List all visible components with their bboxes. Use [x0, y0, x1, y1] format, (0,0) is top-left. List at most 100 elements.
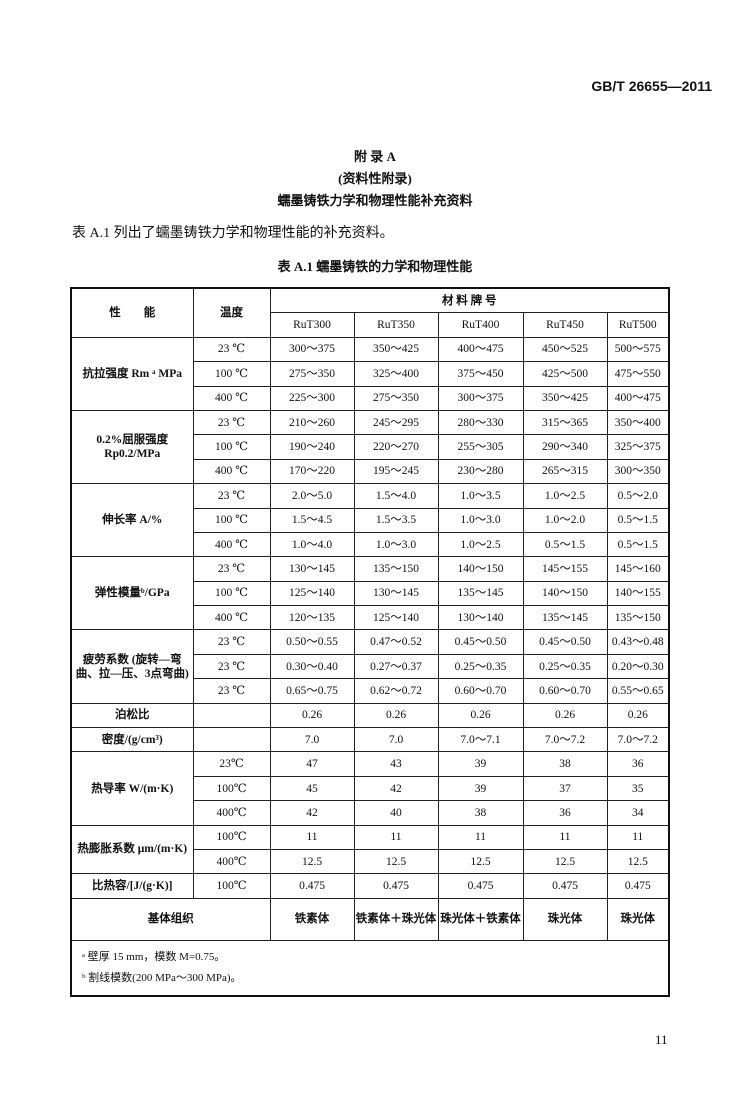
footnote: ᵃ 壁厚 15 mm，模数 M=0.75。 [82, 950, 226, 963]
temperature-cell: 100℃ [192, 873, 271, 899]
intro-text: 表 A.1 列出了蠕墨铸铁力学和物理性能的补充资料。 [72, 226, 394, 241]
value-cell: 39 [437, 751, 524, 777]
value-cell: 34 [606, 800, 670, 826]
grade-header: RuT400 [437, 312, 524, 338]
table-row: 泊松比 0.26 0.26 0.26 0.26 0.26 [70, 702, 670, 729]
value-cell: 0.475 [353, 873, 439, 899]
value-cell: 275～350 [353, 385, 439, 411]
value-cell: 425～500 [522, 361, 608, 387]
value-cell: 400～475 [437, 336, 524, 363]
table-caption: 表 A.1 蠕墨铸铁的力学和物理性能 [277, 259, 473, 274]
annex-title: 附 录 A [354, 149, 396, 164]
grade-header: RuT450 [522, 312, 608, 338]
value-cell: 135～150 [353, 556, 439, 582]
value-cell: 210～260 [269, 409, 355, 436]
value-cell: 12.5 [522, 848, 608, 875]
value-cell: 12.5 [437, 848, 524, 875]
matrix-label: 基体组织 [70, 897, 271, 941]
value-cell: 275～350 [269, 361, 355, 387]
standard-number: GB/T 26655—2011 [591, 78, 712, 94]
value-cell: 0.65～0.75 [269, 678, 355, 704]
value-cell: 36 [606, 751, 670, 777]
value-cell: 1.0～3.0 [437, 507, 524, 533]
value-cell: 325～375 [606, 434, 670, 460]
value-cell: 12.5 [269, 848, 355, 875]
table-row: 密度/(g/cm³) 7.0 7.0 7.0～7.1 7.0～7.2 7.0～7.2 [70, 727, 670, 753]
properties-table: 性 能 温度 材 料 牌 号 RuT300 RuT350 RuT400 RuT450 R… [70, 287, 670, 997]
property-cell: 抗拉强度 Rm ᵃ MPa [70, 336, 194, 411]
value-cell: 265～315 [522, 458, 608, 485]
temperature-cell: 23 ℃ [192, 629, 271, 655]
value-cell: 145～160 [606, 556, 670, 582]
temperature-cell [192, 727, 271, 753]
value-cell: 40 [353, 800, 439, 826]
value-cell: 0.5～1.5 [522, 531, 608, 558]
table-row: 400℃ 12.5 12.5 12.5 12.5 12.5 [71, 848, 670, 875]
value-cell: 350～425 [522, 385, 608, 411]
property-cell: 0.2%屈服强度 Rp0.2/MPa [70, 409, 194, 485]
value-cell: 135～145 [437, 580, 524, 607]
value-cell: 0.475 [522, 873, 608, 899]
value-cell: 450～525 [522, 336, 608, 363]
value-cell: 130～145 [353, 580, 439, 607]
annex-type: (资料性附录) [338, 171, 412, 186]
value-cell: 1.5～4.0 [353, 483, 439, 509]
value-cell: 375～450 [437, 361, 524, 387]
value-cell: 12.5 [606, 848, 670, 875]
value-cell: 0.26 [437, 702, 524, 729]
grade-header: RuT300 [269, 312, 355, 338]
value-cell: 2.0～5.0 [269, 483, 355, 509]
value-cell: 11 [269, 824, 355, 850]
temperature-cell: 100 ℃ [192, 580, 271, 607]
table-row: 23 ℃ 0.65～0.75 0.62～0.72 0.60～0.70 0.60～0.70… [71, 678, 670, 704]
page-number: 11 [655, 1032, 668, 1047]
value-cell: 145～155 [522, 556, 608, 582]
table-row: 疲劳系数 (旋转—弯曲、拉—压、3点弯曲) 23 ℃ 0.50～0.55 0.47～0… [70, 629, 670, 704]
value-cell: 325～400 [353, 361, 439, 387]
value-cell: 400～475 [606, 385, 670, 411]
annex-subtitle: 蠕墨铸铁力学和物理性能补充资料 [277, 193, 473, 208]
temperature-cell: 100℃ [192, 824, 271, 850]
temperature-cell: 100 ℃ [192, 507, 271, 533]
value-cell: 0.5～2.0 [606, 483, 670, 509]
grade-header: RuT350 [353, 312, 439, 338]
value-cell: 1.0～2.0 [522, 507, 608, 533]
value-cell: 220～270 [353, 434, 439, 460]
matrix-cell: 珠光体＋铁素体 [437, 897, 524, 941]
table-row: 伸长率 A/% 23 ℃ 2.0～5.0 1.5～4.0 1.0～3.5 1.0～2.5 0… [70, 483, 670, 558]
value-cell: 7.0 [353, 727, 439, 753]
matrix-cell: 珠光体 [606, 897, 670, 941]
property-cell: 伸长率 A/% [70, 483, 194, 558]
value-cell: 0.26 [606, 702, 670, 729]
table-row: 400 ℃ 225～300 275～350 300～375 350～425 400～475 [71, 385, 670, 411]
footnote: ᵇ 割线模数(200 MPa～300 MPa)。 [82, 971, 242, 984]
value-cell: 38 [522, 751, 608, 777]
value-cell: 0.27～0.37 [353, 653, 439, 680]
value-cell: 0.5～1.5 [606, 531, 670, 558]
value-cell: 0.26 [353, 702, 439, 729]
value-cell: 170～220 [269, 458, 355, 485]
table-row: 热膨胀系数 μm/(m·K) 100℃ 11 11 11 11 11 [70, 824, 670, 875]
temperature-cell: 100℃ [192, 775, 271, 802]
temperature-cell: 23 ℃ [192, 336, 271, 363]
value-cell: 475～550 [606, 361, 670, 387]
matrix-cell: 珠光体 [522, 897, 608, 941]
value-cell: 1.5～3.5 [353, 507, 439, 533]
value-cell: 190～240 [269, 434, 355, 460]
value-cell: 37 [522, 775, 608, 802]
value-cell: 120～135 [269, 605, 355, 631]
value-cell: 135～150 [606, 605, 670, 631]
header-property: 性 能 [70, 287, 194, 338]
grade-header: RuT500 [606, 312, 670, 338]
value-cell: 1.0～2.5 [437, 531, 524, 558]
value-cell: 140～150 [522, 580, 608, 607]
value-cell: 1.5～4.5 [269, 507, 355, 533]
value-cell: 7.0～7.2 [522, 727, 608, 753]
value-cell: 1.0～2.5 [522, 483, 608, 509]
header-grades: 材 料 牌 号 [269, 287, 670, 314]
value-cell: 0.26 [522, 702, 608, 729]
table-row: 热导率 W/(m·K) 23℃ 47 43 39 38 36 [70, 751, 670, 826]
table-row: 400 ℃ 120～135 125～140 130～140 135～145 135～150 [71, 605, 670, 631]
value-cell: 45 [269, 775, 355, 802]
value-cell: 43 [353, 751, 439, 777]
